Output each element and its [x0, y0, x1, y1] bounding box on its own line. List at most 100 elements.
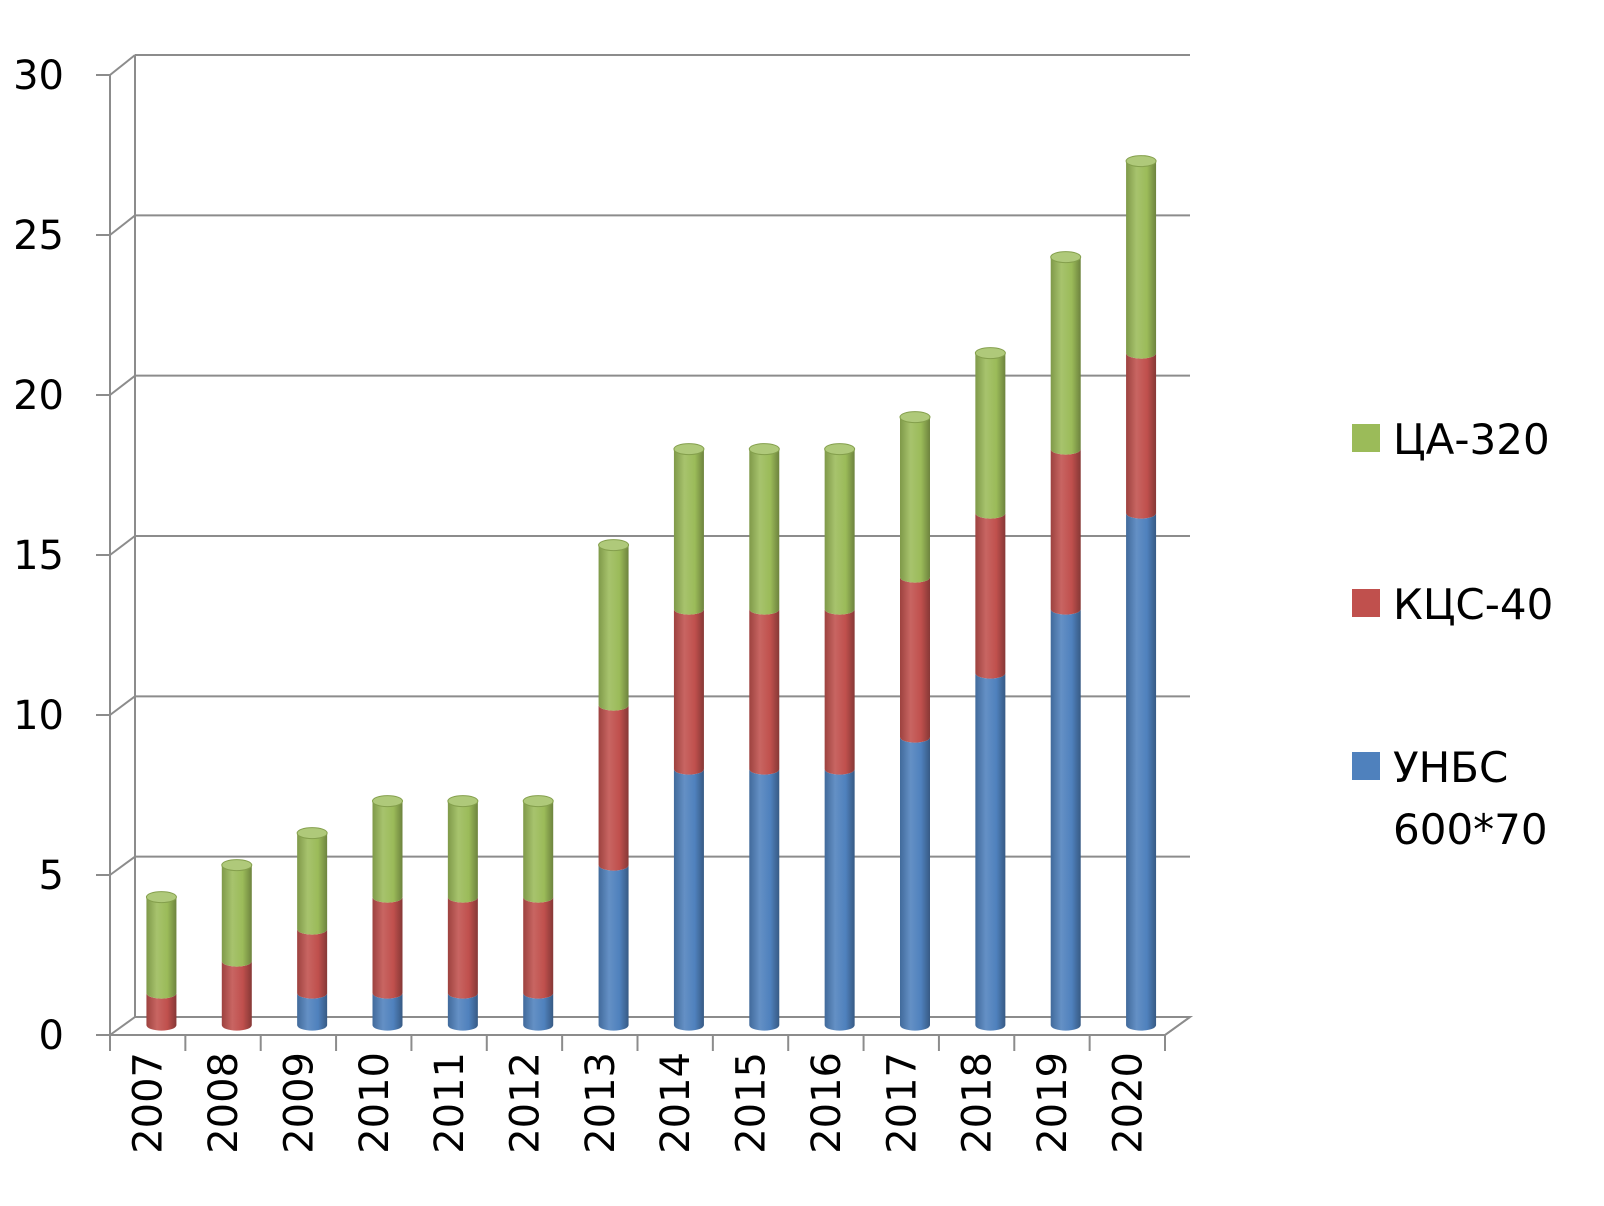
bar-segment-2007-2 — [146, 897, 177, 999]
x-tick-label: 2020 — [1105, 1052, 1151, 1154]
bar-segment-2020-1 — [1126, 353, 1157, 519]
bar-2013 — [598, 539, 630, 1031]
bar-segment-2010-2 — [372, 801, 403, 903]
bar-2010 — [372, 795, 403, 1031]
bar-segment-2013-2 — [598, 545, 629, 711]
gridline-diagonal — [109, 535, 136, 556]
y-axis: 0 5 10 15 20 25 30 — [13, 53, 110, 1059]
legend-swatch — [1352, 424, 1380, 452]
legend-item-1: КЦС-40 — [1352, 580, 1553, 629]
bar-2007 — [145, 891, 177, 1031]
bar-top-2009 — [296, 827, 328, 840]
bar-segment-2016-1 — [824, 609, 855, 775]
bar-top-2007 — [145, 891, 177, 904]
x-tick-label: 2014 — [653, 1052, 699, 1154]
legend-label: 600*70 — [1393, 805, 1548, 854]
bar-segment-2013-1 — [598, 705, 629, 871]
bar-top-2015 — [748, 443, 780, 456]
bar-segment-2017-2 — [900, 417, 930, 583]
bar-segment-2012-0 — [523, 993, 554, 1031]
bar-2020 — [1125, 155, 1157, 1031]
bar-segment-2011-0 — [447, 993, 478, 1031]
bar-2011 — [447, 795, 479, 1031]
bar-top-2012 — [522, 795, 554, 808]
bar-segment-2009-1 — [297, 929, 328, 999]
gridline-diagonal — [109, 54, 136, 76]
bar-top-2017 — [899, 411, 931, 424]
floor — [106, 1016, 1194, 1036]
bar-segment-2018-0 — [975, 673, 1006, 1031]
bar-segment-2020-2 — [1126, 161, 1157, 359]
legend-label: ЦА-320 — [1393, 415, 1550, 464]
bar-top-2019 — [1050, 251, 1082, 264]
legend-swatch — [1352, 752, 1380, 780]
x-tick-label: 2007 — [126, 1052, 172, 1154]
bar-segment-2007-1 — [146, 993, 177, 1031]
bar-segment-2018-1 — [975, 513, 1006, 679]
bar-segment-2015-0 — [749, 769, 780, 1031]
bar-segment-2014-1 — [673, 609, 704, 775]
gridlines — [109, 54, 1190, 876]
chart-walls — [106, 55, 1194, 1036]
bar-segment-2020-0 — [1126, 513, 1157, 1031]
bar-top-2016 — [824, 443, 856, 456]
legend-label: УНБС — [1393, 743, 1508, 792]
x-tick-label: 2019 — [1030, 1052, 1076, 1154]
gridline-diagonal — [109, 214, 136, 236]
bar-2018 — [974, 347, 1006, 1031]
bar-2015 — [748, 443, 780, 1031]
bar-2009 — [296, 827, 328, 1031]
bars — [145, 155, 1157, 1031]
bar-segment-2019-1 — [1050, 449, 1081, 615]
bar-segment-2016-0 — [824, 769, 855, 1031]
bar-top-2008 — [221, 859, 253, 872]
bar-segment-2017-0 — [900, 737, 930, 1031]
legend-swatch — [1352, 589, 1380, 617]
x-axis: 2007 2008 2009 2010 2011 2012 2013 2014 2015 2016… — [109, 1016, 1191, 1154]
bar-segment-2014-0 — [673, 769, 704, 1031]
x-tick-label: 2008 — [201, 1052, 247, 1154]
gridline-diagonal — [109, 855, 136, 876]
floor-right-edge — [1164, 1016, 1191, 1036]
bar-top-2010 — [372, 795, 403, 808]
bar-segment-2016-2 — [824, 449, 855, 615]
bar-top-2020 — [1125, 155, 1157, 168]
x-tick-label: 2015 — [729, 1052, 775, 1154]
bar-top-2013 — [598, 539, 630, 552]
bar-segment-2009-2 — [297, 833, 328, 935]
y-tick-label: 5 — [39, 853, 64, 899]
bar-segment-2013-0 — [598, 865, 629, 1031]
x-tick-label: 2017 — [879, 1052, 925, 1154]
bar-2016 — [824, 443, 856, 1031]
x-tick-label: 2010 — [352, 1052, 398, 1154]
bar-2017 — [899, 411, 931, 1031]
bar-segment-2019-2 — [1050, 257, 1081, 455]
bar-2019 — [1050, 251, 1082, 1031]
legend-label: КЦС-40 — [1393, 580, 1553, 629]
x-tick-label: 2016 — [804, 1052, 850, 1154]
x-tick-label: 2011 — [427, 1052, 473, 1154]
bar-segment-2014-2 — [673, 449, 704, 615]
legend-item-2: УНБС 600*70 — [1352, 743, 1548, 854]
bar-segment-2011-1 — [447, 897, 478, 999]
gridline-diagonal — [109, 695, 136, 716]
bar-segment-2019-0 — [1050, 609, 1081, 1031]
gridline-diagonal — [109, 374, 136, 396]
bar-segment-2010-1 — [372, 897, 403, 999]
y-tick-label: 10 — [13, 693, 64, 739]
bar-segment-2009-0 — [297, 993, 328, 1031]
bar-segment-2008-2 — [221, 865, 252, 967]
bar-segment-2015-1 — [749, 609, 780, 775]
x-tick-label: 2009 — [276, 1052, 322, 1154]
legend: ЦА-320 КЦС-40 УНБС 600*70 — [1352, 415, 1553, 854]
bar-segment-2017-1 — [900, 577, 930, 743]
bar-top-2018 — [974, 347, 1006, 360]
bar-2012 — [522, 795, 554, 1031]
bar-2008 — [221, 859, 253, 1031]
bar-segment-2011-2 — [447, 801, 478, 903]
y-tick-label: 0 — [39, 1013, 64, 1059]
legend-item-0: ЦА-320 — [1352, 415, 1550, 464]
x-tick-label: 2012 — [502, 1052, 548, 1154]
y-tick-label: 15 — [13, 533, 64, 579]
